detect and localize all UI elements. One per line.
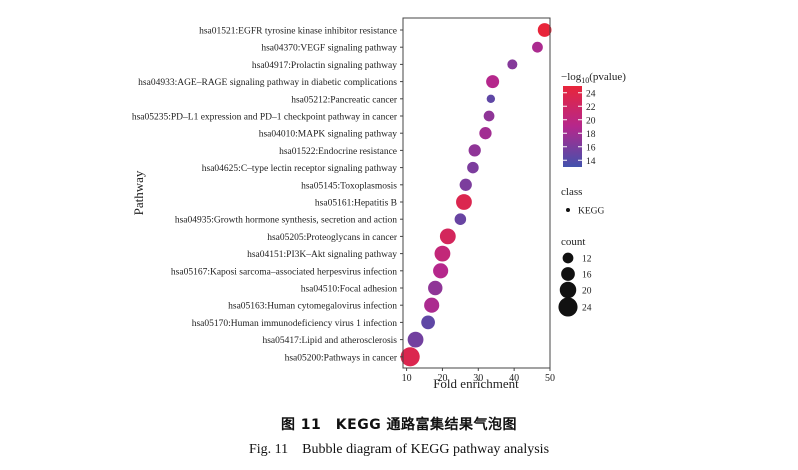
- figure-caption-chinese: 图 11 KEGG 通路富集结果气泡图: [280, 417, 518, 433]
- figure-caption-english: Fig. 11 Bubble diagram of KEGG pathway a…: [248, 442, 550, 457]
- class-legend-title: class: [561, 186, 582, 198]
- bubble: [421, 315, 435, 330]
- colorbar-tick-label: 20: [586, 116, 596, 126]
- x-tick-label: 20: [437, 373, 447, 384]
- pathway-label: hsa05212:Pancreatic cancer: [291, 95, 398, 105]
- count-legend: count 12 16 20 24: [558, 236, 592, 317]
- bubble: [532, 41, 543, 53]
- pathway-label: hsa04935:Growth hormone synthesis, secre…: [175, 216, 397, 226]
- class-legend-dot: [566, 208, 570, 212]
- bubble: [456, 194, 472, 210]
- bubble: [428, 280, 443, 296]
- pathway-label: hsa05161:Hepatitis B: [315, 199, 397, 209]
- count-legend-label: 12: [582, 255, 592, 265]
- count-legend-label: 16: [582, 271, 592, 281]
- pathway-label: hsa05205:Proteoglycans in cancer: [267, 233, 398, 243]
- colorbar-tick-label: 18: [586, 130, 596, 140]
- bubble: [434, 245, 451, 262]
- pathway-label: hsa05235:PD–L1 expression and PD–1 check…: [132, 113, 398, 123]
- colorbar: [563, 86, 582, 167]
- bubble: [454, 213, 467, 225]
- pathway-label: hsa05170:Human immunodeficiency virus 1 …: [192, 318, 398, 329]
- colorbar-tick-label: 16: [586, 143, 596, 153]
- colorbar-tick-label: 22: [586, 103, 596, 113]
- pathway-label: hsa04510:Focal adhesion: [301, 285, 398, 295]
- bubble: [537, 23, 552, 37]
- pathway-label: hsa05417:Lipid and atherosclerosis: [262, 336, 397, 346]
- x-tick-label: 40: [509, 373, 519, 384]
- bubble: [424, 297, 440, 313]
- kegg-bubble-chart: hsa01521:EGFR tyrosine kinase inhibitor …: [131, 17, 626, 391]
- bubble: [439, 228, 456, 245]
- pathway-label: hsa05167:Kaposi sarcoma–associated herpe…: [171, 266, 397, 277]
- count-legend-dot: [562, 252, 574, 264]
- class-legend: class KEGG: [561, 186, 605, 217]
- bubble: [467, 161, 479, 174]
- x-tick-label: 10: [402, 373, 412, 384]
- colorbar-tick-label: 14: [586, 157, 596, 167]
- count-legend-label: 20: [582, 287, 592, 297]
- color-legend-title: −log10(pvalue): [561, 71, 626, 85]
- count-legend-dot: [559, 281, 577, 299]
- pathway-label: hsa04010:MAPK signaling pathway: [259, 130, 398, 140]
- bubble: [507, 59, 518, 70]
- bubble: [433, 263, 449, 279]
- x-axis-ticks: 10 20 30 40 50: [402, 368, 555, 384]
- class-legend-label: KEGG: [578, 207, 605, 217]
- pathway-label: hsa05145:Toxoplasmosis: [301, 181, 397, 191]
- pathway-label: hsa05163:Human cytomegalovirus infection: [228, 301, 397, 312]
- colorbar-tick-label: 24: [586, 89, 596, 99]
- plot-panel: [402, 17, 551, 369]
- x-axis-label: Fold enrichment: [433, 376, 519, 391]
- pathway-label: hsa04370:VEGF signaling pathway: [261, 44, 397, 54]
- bubble: [459, 178, 472, 191]
- bubbles: [400, 23, 552, 367]
- colorbar-ticks: 14 16 18 20 22 24: [563, 89, 596, 167]
- x-tick-label: 50: [545, 373, 555, 384]
- bubble: [486, 94, 496, 104]
- y-axis-label: Pathway: [131, 170, 146, 215]
- bubble: [486, 75, 500, 89]
- pathway-label: hsa04933:AGE–RAGE signaling pathway in d…: [138, 78, 397, 88]
- pathway-label: hsa01521:EGFR tyrosine kinase inhibitor …: [199, 27, 397, 37]
- bubble: [479, 127, 492, 140]
- pathway-label: hsa04625:C–type lectin receptor signalin…: [202, 164, 397, 174]
- count-legend-dot: [561, 267, 575, 281]
- x-tick-label: 30: [473, 373, 483, 384]
- bubble: [483, 110, 495, 122]
- bubble: [400, 347, 420, 367]
- pathway-labels: hsa01521:EGFR tyrosine kinase inhibitor …: [132, 27, 398, 364]
- bubble: [407, 331, 424, 348]
- pathway-label: hsa01522:Endocrine resistance: [279, 147, 397, 157]
- pathway-label: hsa04151:PI3K–Akt signaling pathway: [247, 250, 397, 260]
- count-legend-title: count: [561, 236, 585, 248]
- count-legend-label: 24: [582, 304, 592, 314]
- count-legend-dot: [558, 297, 578, 317]
- color-legend: −log10(pvalue) 14 16 18 20 22 24: [561, 71, 626, 167]
- pathway-label: hsa04917:Prolactin signaling pathway: [252, 61, 397, 71]
- y-axis-ticks: [400, 29, 403, 358]
- bubble: [468, 144, 481, 157]
- pathway-label: hsa05200:Pathways in cancer: [285, 353, 398, 363]
